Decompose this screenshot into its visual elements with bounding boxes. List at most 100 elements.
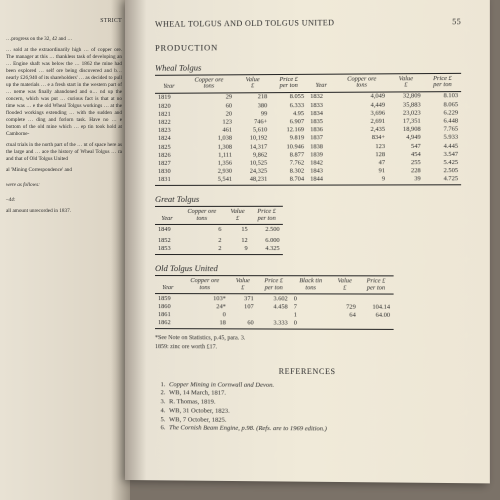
col-header: Copper oretons [181,276,229,294]
cell: 128 [335,150,388,158]
table-row: 18522126.000 [155,236,283,244]
left-page: STRICT …progress on the 32, 42 and … … s… [0,0,130,500]
cell: 1843 [307,167,335,175]
col-header: Value£ [229,276,257,294]
table-row: 186218603.3330 [155,319,393,330]
cell: 1849 [155,225,179,234]
cell: 12.169 [270,126,307,134]
cell: 0 [181,310,229,318]
left-para: al 'Mining Correspondence' and [6,167,122,174]
cell: 24,325 [235,167,270,175]
col-header: Year [155,276,181,294]
cell: 4.458 [257,302,291,310]
cell: 60 [183,101,235,109]
cell: 4,449 [335,101,388,110]
cell: 0 [291,319,331,329]
cell: 1852 [155,236,179,244]
cell: 15 [224,225,250,234]
col-header: Copper oretons [179,207,224,225]
cell: 1835 [307,117,335,125]
cell: 7.762 [270,159,307,167]
cell: 3.602 [257,294,291,303]
cell: 8.302 [270,167,307,175]
col-header: Value£ [224,207,250,225]
col-header: Price £per ton [251,207,283,225]
cell: 8.103 [424,91,461,100]
col-header: Year [307,74,335,92]
cell: 14,317 [235,142,270,150]
cell: 1833 [307,101,335,109]
old-tolgus-table: YearCopper oretonsValue£Price £per tonBl… [155,275,393,330]
left-para: ctual trials in the north part of the … … [6,142,122,163]
cell: 91 [335,167,388,175]
cell [359,319,393,329]
cell: 6.333 [270,101,307,109]
great-tolgus-title: Great Tolgus [155,194,461,205]
cell: 1821 [155,110,183,118]
cell: 3.547 [424,150,461,158]
cell: 64 [331,311,359,319]
cell: 3.333 [257,319,291,329]
cell: 1836 [307,126,335,134]
col-header: Black tintons [291,276,331,294]
cell: 1830 [155,167,183,175]
cell: 123 [183,118,235,126]
cell: 1826 [155,151,183,159]
left-dash: –44: [6,197,122,204]
cell: 255 [388,158,424,166]
cell: 2 [179,245,224,255]
cell: 104.14 [359,303,393,311]
cell: 9 [224,245,250,255]
cell: 6.448 [424,117,461,125]
cell: 6 [179,225,224,234]
cell: 60 [229,319,257,329]
cell: 3,696 [335,109,388,118]
cell: 371 [229,294,257,303]
cell: 1825 [155,143,183,151]
wheal-tolgus-table: YearCopper oretonsValue£Price £per tonYe… [155,73,461,186]
col-header: Copper oretons [335,74,388,92]
wheal-tolgus-title: Wheal Tolgus [155,61,461,73]
cell: 123 [335,142,388,150]
cell: 5.425 [424,158,461,166]
cell: 12 [224,236,250,244]
cell: 1831 [155,176,183,186]
cell: 5.933 [424,133,461,141]
cell: 5,610 [235,126,270,134]
cell: 2,691 [335,117,388,126]
cell: 1861 [155,310,181,318]
col-header: Price £per ton [257,276,291,294]
cell: 6.000 [251,236,283,244]
cell: 9.819 [270,134,307,142]
cell: 4,049 [335,92,388,101]
old-tolgus-title: Old Tolgus United [155,263,461,273]
col-header: Price £per ton [359,276,393,294]
cell: 2.500 [251,225,283,234]
cell: 1,356 [183,159,235,167]
cell: 2,435 [335,125,388,133]
cell: 4,949 [388,134,424,142]
left-running-head: STRICT [6,18,122,26]
cell: 4.95 [270,109,307,117]
cell: 1842 [307,159,335,167]
cell: 35,883 [388,100,424,108]
cell: 218 [235,93,270,102]
col-header: Year [155,207,179,225]
cell: 9 [335,175,388,185]
cell: 2.505 [424,167,461,175]
cell: 1837 [307,134,335,142]
cell [331,319,359,329]
cell: 23,023 [388,109,424,117]
cell: 1823 [155,126,183,134]
cell: 6.229 [424,109,461,117]
cell: 729 [331,303,359,311]
cell: 8.704 [270,175,307,185]
cell: 32,809 [388,92,424,101]
col-header: Year [155,75,183,93]
cell: 10,192 [235,134,270,142]
cell [229,311,257,319]
cell: 1,111 [183,151,235,159]
cell: 2,930 [183,167,235,175]
footnote: *See Note on Statistics, p.45, para. 3. [155,335,461,343]
cell: 5,541 [183,175,235,185]
